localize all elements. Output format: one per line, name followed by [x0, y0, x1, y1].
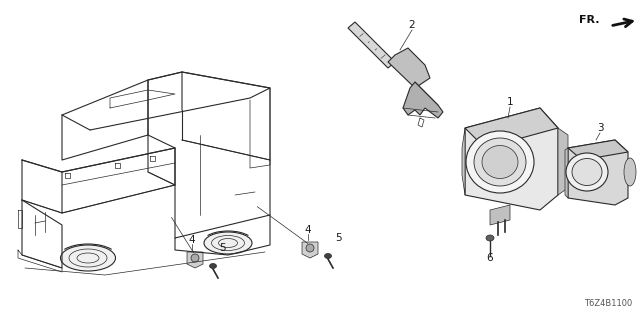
Polygon shape — [348, 22, 395, 68]
Polygon shape — [558, 128, 568, 195]
Ellipse shape — [474, 138, 526, 186]
Text: 3: 3 — [596, 123, 604, 133]
Text: 4: 4 — [189, 235, 195, 245]
Ellipse shape — [204, 232, 252, 254]
Ellipse shape — [324, 253, 332, 259]
Ellipse shape — [482, 146, 518, 179]
Text: 6: 6 — [486, 253, 493, 263]
Text: 5: 5 — [335, 233, 341, 243]
Polygon shape — [403, 82, 443, 118]
Ellipse shape — [624, 158, 636, 186]
Text: 4: 4 — [305, 225, 311, 235]
Polygon shape — [568, 140, 628, 160]
Polygon shape — [465, 108, 558, 210]
Polygon shape — [388, 48, 430, 88]
Text: T6Z4B1100: T6Z4B1100 — [584, 299, 632, 308]
Ellipse shape — [486, 235, 494, 241]
Polygon shape — [465, 108, 558, 148]
Text: 2: 2 — [409, 20, 415, 30]
Ellipse shape — [61, 245, 115, 271]
Polygon shape — [462, 128, 465, 195]
Circle shape — [306, 244, 314, 252]
Ellipse shape — [466, 131, 534, 193]
Ellipse shape — [572, 158, 602, 186]
Polygon shape — [302, 242, 318, 258]
Text: FR.: FR. — [579, 15, 600, 25]
Text: 5: 5 — [219, 243, 225, 253]
Ellipse shape — [566, 153, 608, 191]
Polygon shape — [490, 205, 510, 225]
Polygon shape — [568, 140, 628, 205]
Text: 1: 1 — [507, 97, 513, 107]
Ellipse shape — [209, 263, 216, 268]
Circle shape — [191, 254, 199, 262]
Polygon shape — [565, 148, 568, 198]
Polygon shape — [187, 252, 203, 268]
